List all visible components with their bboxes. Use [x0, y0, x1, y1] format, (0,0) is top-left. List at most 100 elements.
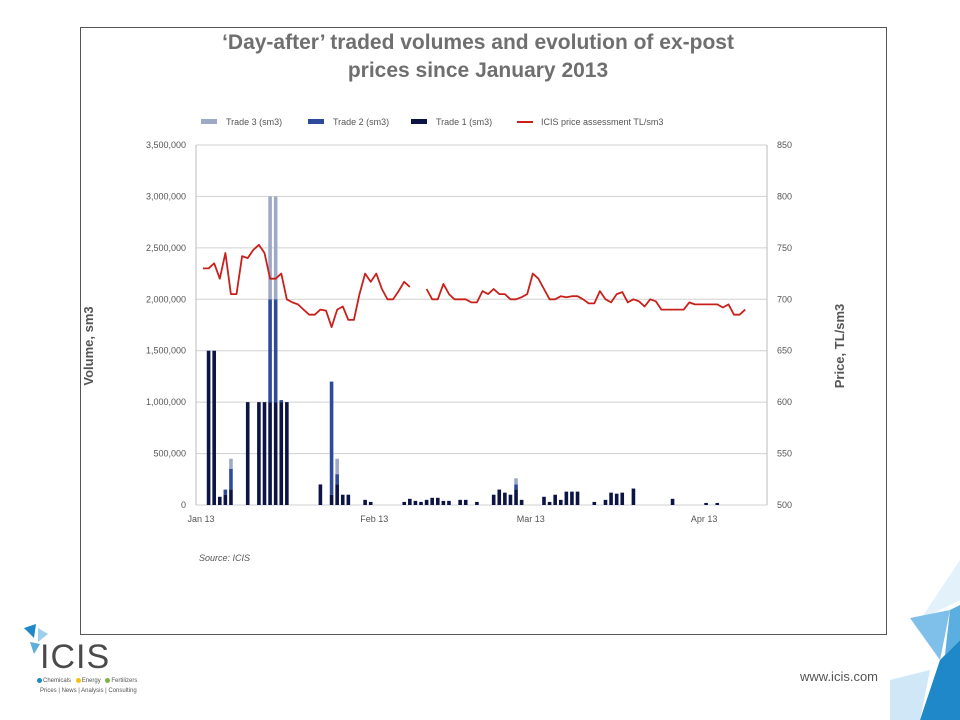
tag-energy: Energy	[81, 678, 101, 685]
x-tick-label: Feb 13	[360, 514, 388, 524]
y2-axis-title: Price, TL/sm3	[832, 304, 847, 389]
bar-t1	[285, 402, 289, 505]
x-tick-label: Apr 13	[691, 514, 718, 524]
bar-t1	[514, 489, 518, 505]
tag-chemicals: Chemicals	[43, 678, 72, 685]
bar-t1	[558, 499, 563, 505]
bar-t2	[223, 489, 228, 495]
logo-text: ICIS	[40, 638, 111, 676]
corner-decoration	[890, 560, 960, 720]
bar-t2	[335, 474, 339, 485]
legend-label-trade2: Trade 2 (sm3)	[333, 117, 389, 127]
bar-t1	[570, 491, 574, 505]
bar-t1	[441, 500, 446, 505]
price-line	[203, 243, 746, 329]
bar-t1	[419, 501, 423, 505]
chart-frame: ‘Day-after’ traded volumes and evolution…	[80, 27, 887, 635]
bar-t1	[542, 496, 546, 505]
bar-t1	[463, 499, 468, 505]
legend-swatch-trade1	[411, 119, 427, 124]
bar-t1	[497, 489, 502, 505]
bar-t1	[519, 499, 524, 505]
bar-t1	[603, 499, 608, 505]
x-tick-label: Mar 13	[517, 514, 545, 524]
y2-tick-label: 500	[777, 500, 792, 510]
bar-t2	[279, 400, 284, 403]
bar-t1	[408, 498, 412, 505]
bar-t1	[279, 402, 284, 505]
bar-t1	[318, 484, 323, 505]
bar-t3	[268, 196, 272, 300]
y2-tick-label: 550	[777, 449, 792, 459]
dot-icon	[75, 678, 81, 683]
bar-t1	[447, 500, 451, 505]
bar-t3	[229, 458, 233, 469]
y-tick-label: 0	[181, 500, 186, 510]
bar-t1	[609, 492, 613, 505]
legend-label-price: ICIS price assessment TL/sm3	[541, 117, 663, 127]
chart-svg: ‘Day-after’ traded volumes and evolution…	[81, 31, 847, 563]
tagline: Chemicals Energy Fertilizers	[34, 678, 137, 684]
bar-t2	[268, 299, 272, 403]
brand-logo: ICIS Chemicals Energy Fertilizers Prices…	[22, 620, 152, 710]
bar-t1	[458, 499, 462, 505]
x-axis: Jan 13 Feb 13 Mar 13 Apr 13	[187, 514, 717, 524]
bar-t1	[715, 502, 720, 505]
bar-t1	[273, 402, 278, 505]
bar-t1	[553, 494, 557, 505]
y-tick-label: 1,000,000	[146, 397, 186, 407]
bar-t1	[245, 402, 250, 505]
bar-t1	[424, 499, 429, 505]
legend-label-trade3: Trade 3 (sm3)	[226, 117, 282, 127]
bar-t1	[704, 502, 708, 505]
y-tick-label: 2,500,000	[146, 243, 186, 253]
y2-tick-label: 700	[777, 294, 792, 304]
bar-t1	[329, 494, 334, 505]
bar-t1	[592, 501, 597, 505]
bar-t1	[508, 494, 513, 505]
y-tick-label: 3,500,000	[146, 140, 186, 150]
bar-t1	[564, 491, 569, 505]
bar-t1	[257, 402, 261, 505]
bar-t1	[363, 499, 367, 505]
bar-t1	[435, 497, 440, 505]
bar-t1	[268, 402, 272, 505]
y-axis-title: Volume, sm3	[81, 306, 96, 385]
bar-t1	[575, 491, 580, 505]
bar-t3	[273, 196, 278, 300]
bar-t1	[614, 493, 619, 505]
bar-t1	[217, 496, 222, 505]
bar-t1	[368, 501, 373, 505]
bar-t1	[620, 492, 625, 505]
y2-tick-label: 650	[777, 346, 792, 356]
y-axis-left: 3,500,000 3,000,000 2,500,000 2,000,000 1,50…	[146, 140, 186, 510]
bar-t1	[503, 492, 507, 505]
legend: Trade 3 (sm3) Trade 2 (sm3) Trade 1 (sm3…	[201, 117, 663, 127]
y-tick-label: 500,000	[153, 449, 186, 459]
price-series-line	[203, 243, 411, 329]
dot-icon	[105, 678, 111, 683]
bar-t1	[206, 350, 211, 505]
y2-tick-label: 800	[777, 191, 792, 201]
price-series-line	[425, 272, 746, 316]
y-axis-right: 850 800 750 700 650 600 550 500	[777, 140, 792, 510]
logo-mark-icon	[24, 624, 48, 654]
x-tick-label: Jan 13	[187, 514, 214, 524]
y-tick-label: 3,000,000	[146, 191, 186, 201]
bar-t1	[491, 494, 496, 505]
y-tick-label: 2,000,000	[146, 294, 186, 304]
bar-t2	[229, 469, 233, 490]
bar-t1	[223, 494, 228, 505]
legend-label-trade1: Trade 1 (sm3)	[436, 117, 492, 127]
dot-icon	[37, 678, 42, 683]
tag-fertilizers: Fertilizers	[111, 678, 138, 685]
website-link[interactable]: www.icis.com	[800, 669, 879, 684]
bar-t2	[273, 299, 278, 403]
bar-t1	[413, 500, 418, 505]
grid	[195, 144, 768, 506]
bar-t2	[329, 381, 334, 495]
legend-swatch-trade2	[308, 119, 324, 124]
bar-t1	[631, 488, 636, 505]
chart-title-line2: prices since January 2013	[348, 59, 608, 82]
bars	[206, 196, 720, 505]
